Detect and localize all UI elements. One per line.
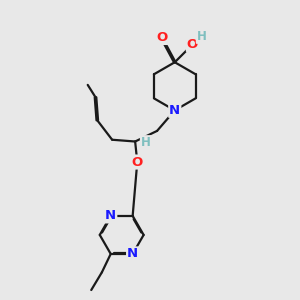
Text: N: N <box>127 248 138 260</box>
Text: O: O <box>131 155 142 169</box>
Text: H: H <box>141 136 151 149</box>
Text: O: O <box>157 31 168 44</box>
Text: O: O <box>187 38 198 51</box>
Text: N: N <box>169 104 180 117</box>
Text: H: H <box>197 30 207 43</box>
Text: N: N <box>105 209 116 222</box>
